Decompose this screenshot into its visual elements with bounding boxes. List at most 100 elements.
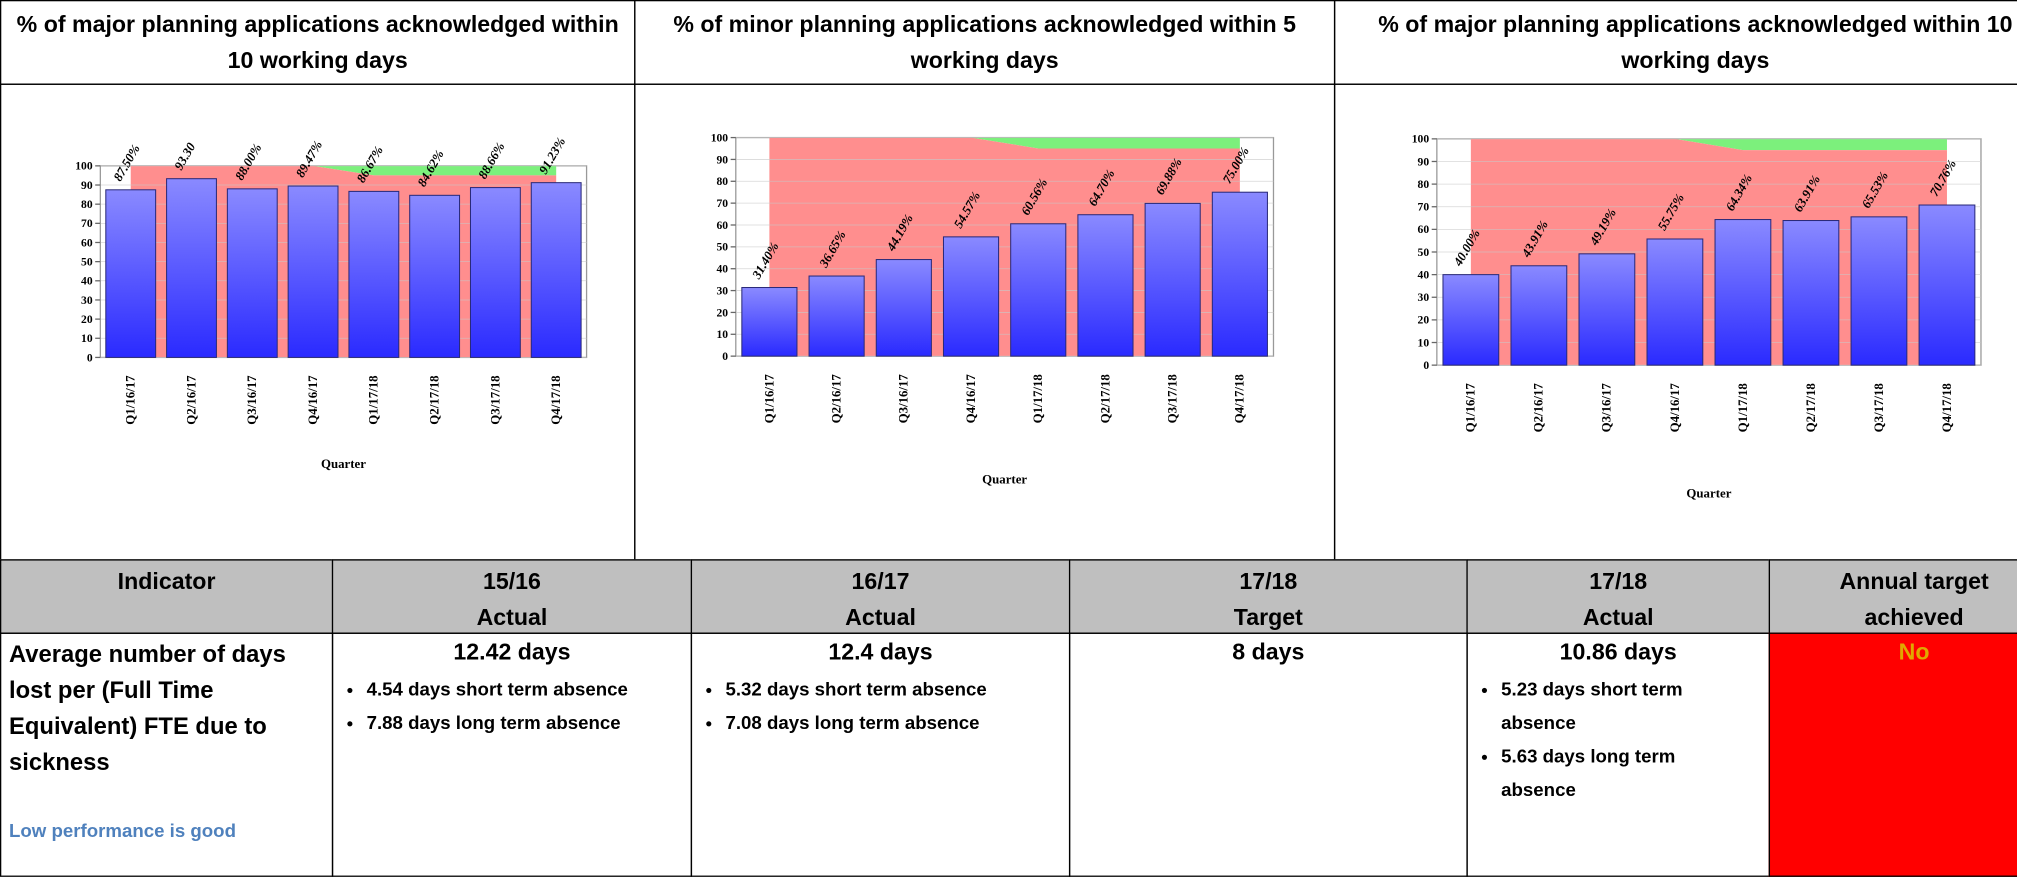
value: No: [1898, 638, 1930, 665]
y-tick-label: 70: [1418, 201, 1430, 214]
x-axis-label: Quarter: [982, 472, 1027, 486]
x-tick-label: Q2/17/18: [1098, 374, 1112, 423]
target-above: [130, 165, 557, 176]
y-tick-label: 60: [717, 219, 729, 232]
header-line: Actual: [476, 604, 548, 630]
y-tick-label: 90: [1418, 155, 1430, 168]
bullet: 7.88 days long term absence: [367, 707, 691, 740]
y-tick-label: 0: [722, 350, 728, 363]
y-tick-label: 90: [81, 179, 93, 192]
value-cell: No: [1768, 632, 2017, 877]
x-tick-label: Q3/16/17: [245, 375, 259, 425]
x-tick-label: Q1/17/18: [367, 375, 381, 424]
bar: [1918, 204, 1976, 366]
bar: [1782, 220, 1840, 366]
bar: [226, 188, 278, 358]
y-tick-label: 0: [1423, 359, 1429, 372]
x-tick-label: Q4/17/18: [549, 375, 563, 424]
header-cell: Annual target achieved: [1768, 559, 2017, 634]
y-tick-label: 40: [81, 275, 93, 288]
bar: [287, 185, 339, 358]
y-tick-label: 70: [717, 197, 729, 210]
chart-title: % of minor planning applications acknowl…: [634, 0, 1336, 85]
bar: [1442, 274, 1500, 366]
bar: [530, 182, 582, 358]
y-tick-label: 70: [81, 217, 93, 230]
x-axis-label: Quarter: [1686, 487, 1731, 501]
bar: [808, 275, 865, 357]
header-line: 17/18: [1589, 568, 1648, 594]
x-tick-label: Q3/17/18: [1872, 383, 1886, 432]
bullet: 7.08 days long term absence: [726, 707, 1069, 740]
header-line: Target: [1233, 604, 1303, 630]
y-tick-label: 40: [717, 263, 729, 276]
x-tick-label: Q4/16/17: [306, 375, 320, 425]
header-line: Annual target: [1839, 568, 1989, 594]
bullet-list: 5.32 days short term absence7.08 days lo…: [692, 674, 1069, 741]
y-tick-label: 80: [81, 198, 93, 211]
x-tick-label: Q4/17/18: [1233, 374, 1247, 423]
header-cell: 17/18 Target: [1068, 559, 1468, 634]
value-cell: 12.42 days 4.54 days short term absence7.…: [331, 632, 693, 877]
value-cell: 10.86 days 5.23 days short term absence5.…: [1466, 632, 1771, 877]
value-cell: 8 days: [1068, 632, 1468, 877]
x-tick-label: Q3/16/17: [897, 374, 911, 424]
bar: [1850, 216, 1908, 366]
value-cell: 12.4 days 5.32 days short term absence7.0…: [690, 632, 1071, 877]
header-line: Actual: [1582, 604, 1654, 630]
header-cell: 17/18 Actual: [1466, 559, 1771, 634]
value: 12.4 days: [828, 638, 933, 665]
y-tick-label: 100: [1412, 133, 1430, 146]
chart-title-text: % of major planning applications acknowl…: [1378, 11, 2013, 74]
y-tick-label: 10: [81, 332, 93, 345]
y-tick-label: 60: [1418, 223, 1430, 236]
y-tick-label: 20: [1418, 314, 1430, 327]
x-tick-label: Q4/17/18: [1940, 383, 1954, 432]
value: 10.86 days: [1559, 638, 1677, 665]
y-tick-label: 100: [711, 131, 729, 144]
bar: [409, 194, 461, 358]
value: 8 days: [1232, 638, 1305, 665]
x-axis-label: Quarter: [321, 457, 366, 471]
x-tick-label: Q4/16/17: [964, 374, 978, 424]
bar: [1578, 253, 1636, 366]
x-tick-label: Q3/16/17: [1600, 383, 1614, 433]
y-tick-label: 100: [75, 160, 93, 173]
chart-title: % of major planning applications acknowl…: [1333, 0, 2017, 85]
bar: [1211, 191, 1268, 357]
bar: [1144, 202, 1201, 357]
bar: [105, 189, 157, 358]
x-tick-label: Q1/16/17: [124, 375, 138, 425]
y-tick-label: 10: [717, 328, 729, 341]
header-line: Indicator: [117, 568, 216, 594]
bullet: 5.23 days short term absence: [1501, 674, 1720, 741]
y-tick-label: 10: [1418, 336, 1430, 349]
y-tick-label: 30: [1418, 291, 1430, 304]
x-tick-label: Q2/16/17: [184, 375, 198, 425]
bar: [469, 187, 521, 358]
x-tick-label: Q1/17/18: [1031, 374, 1045, 423]
bullet-list: 5.23 days short term absence5.63 days lo…: [1468, 674, 1720, 808]
value: 12.42 days: [453, 638, 571, 665]
header-line: 16/17: [851, 568, 910, 594]
x-tick-label: Q1/16/17: [762, 374, 776, 424]
bullet: 4.54 days short term absence: [367, 674, 691, 707]
bar: [348, 190, 400, 358]
y-tick-label: 20: [81, 313, 93, 326]
y-tick-label: 80: [1418, 178, 1430, 191]
y-tick-label: 90: [717, 153, 729, 166]
x-tick-label: Q2/17/18: [1804, 383, 1818, 432]
header-cell: Indicator: [0, 559, 334, 634]
header-line: 17/18: [1239, 568, 1298, 594]
bar: [1510, 265, 1568, 366]
header-cell: 16/17 Actual: [690, 559, 1071, 634]
bar: [1646, 238, 1704, 366]
indicator: Average number of days lost per (Full Ti…: [9, 640, 286, 776]
y-tick-label: 40: [1418, 268, 1430, 281]
header-line: achieved: [1864, 604, 1964, 630]
indicator-cell: Average number of days lost per (Full Ti…: [0, 632, 334, 877]
bullet: 5.32 days short term absence: [726, 674, 1069, 707]
x-tick-label: Q4/16/17: [1668, 383, 1682, 433]
